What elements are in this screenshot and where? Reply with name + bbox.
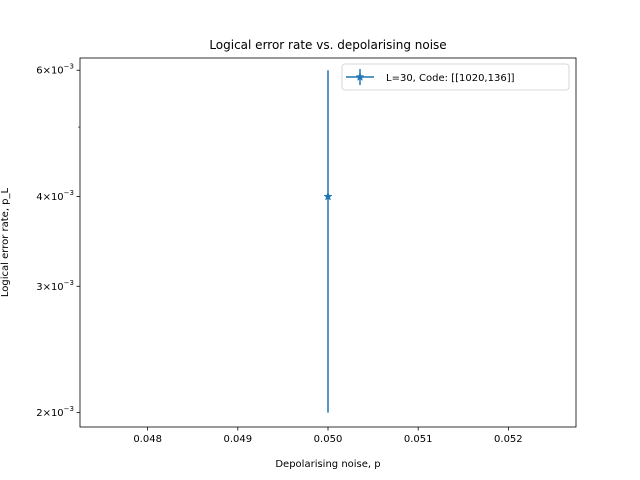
legend: L=30, Code: [[1020,136]] — [341, 63, 570, 91]
chart-title: Logical error rate vs. depolarising nois… — [209, 38, 446, 52]
x-tick-label-4: 0.052 — [494, 434, 523, 445]
y-tick-label-2: 4×10−3 — [36, 189, 74, 203]
x-axis-ticks: 0.048 0.049 0.050 0.051 0.052 — [133, 427, 523, 445]
legend-box — [341, 63, 570, 91]
y-axis-label: Logical error rate, p_L — [0, 187, 11, 297]
x-axis-label: Depolarising noise, p — [275, 459, 380, 470]
y-axis-ticks: 2×10−3 3×10−3 4×10−3 6×10−3 — [36, 63, 80, 419]
y-tick-label-1: 3×10−3 — [36, 279, 74, 293]
legend-entry-0: L=30, Code: [[1020,136]] — [386, 73, 515, 84]
x-tick-label-3: 0.051 — [404, 434, 433, 445]
data-point-0-0 — [323, 191, 333, 201]
data-layer — [323, 70, 333, 413]
x-tick-label-0: 0.048 — [133, 434, 162, 445]
legend-swatch-marker — [355, 72, 365, 81]
legend-swatch — [346, 69, 374, 85]
y-tick-label-3: 6×10−3 — [36, 63, 74, 77]
x-tick-label-2: 0.050 — [314, 434, 343, 445]
x-tick-label-1: 0.049 — [223, 434, 252, 445]
y-tick-label-0: 2×10−3 — [36, 405, 74, 419]
